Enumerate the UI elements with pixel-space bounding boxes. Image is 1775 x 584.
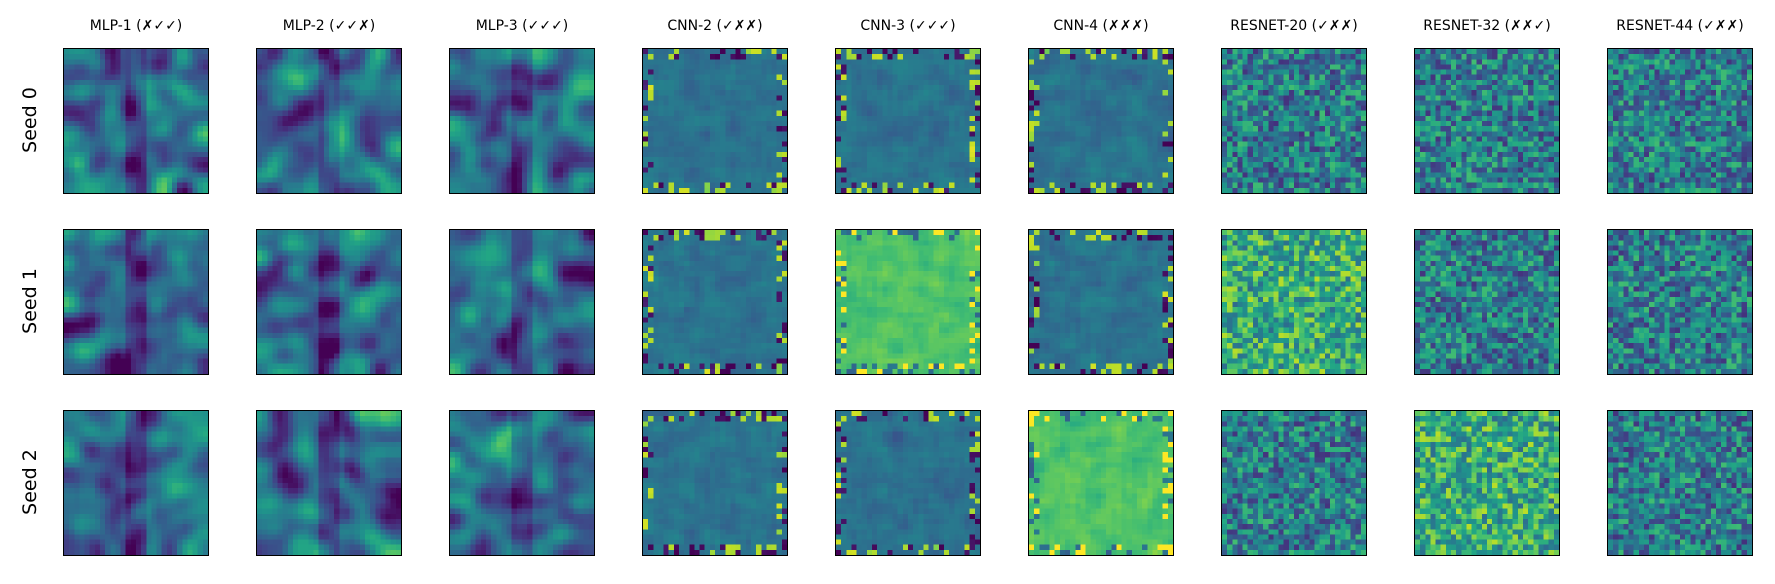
column-title: RESNET-32 (✗✗✓) [1423, 18, 1551, 34]
heatmap-image [64, 230, 208, 374]
heatmap-panel [1414, 410, 1560, 556]
heatmap-panel [1414, 48, 1560, 194]
heatmap-image [1222, 411, 1366, 555]
row-label: Seed 2 [19, 449, 41, 515]
heatmap-panel [63, 48, 209, 194]
heatmap-image [643, 230, 787, 374]
heatmap-panel [835, 410, 981, 556]
heatmap-panel [642, 48, 788, 194]
heatmap-image [836, 411, 980, 555]
heatmap-panel [449, 229, 595, 375]
heatmap-panel [1221, 410, 1367, 556]
heatmap-panel [256, 410, 402, 556]
heatmap-image [836, 49, 980, 193]
heatmap-panel [642, 229, 788, 375]
column-title: CNN-3 (✓✓✓) [860, 18, 956, 34]
heatmap-panel [63, 229, 209, 375]
heatmap-image [257, 49, 401, 193]
heatmap-panel [835, 229, 981, 375]
column-title: CNN-2 (✓✗✗) [667, 18, 763, 34]
column-title: MLP-3 (✓✓✓) [475, 18, 569, 34]
heatmap-panel [256, 48, 402, 194]
column-title: MLP-2 (✓✓✗) [282, 18, 376, 34]
column-title: MLP-1 (✗✓✓) [89, 18, 183, 34]
heatmap-image [643, 49, 787, 193]
heatmap-image [1415, 411, 1559, 555]
heatmap-panel [1221, 48, 1367, 194]
column-title: CNN-4 (✗✗✗) [1053, 18, 1149, 34]
heatmap-image [1222, 230, 1366, 374]
heatmap-image [1222, 49, 1366, 193]
heatmap-panel [1028, 48, 1174, 194]
heatmap-image [643, 411, 787, 555]
heatmap-image [1029, 49, 1173, 193]
heatmap-image [64, 411, 208, 555]
heatmap-panel [1607, 410, 1753, 556]
heatmap-image [257, 230, 401, 374]
heatmap-panel [256, 229, 402, 375]
heatmap-panel [1028, 410, 1174, 556]
heatmap-panel [1414, 229, 1560, 375]
heatmap-image [1608, 230, 1752, 374]
heatmap-image [1415, 49, 1559, 193]
heatmap-image [450, 230, 594, 374]
heatmap-image [1029, 411, 1173, 555]
heatmap-panel [1221, 229, 1367, 375]
heatmap-image [836, 230, 980, 374]
heatmap-image [1415, 230, 1559, 374]
heatmap-panel [63, 410, 209, 556]
heatmap-panel [1607, 229, 1753, 375]
heatmap-image [450, 49, 594, 193]
heatmap-image [1029, 230, 1173, 374]
row-label: Seed 1 [19, 268, 41, 334]
heatmap-image [257, 411, 401, 555]
heatmap-image [450, 411, 594, 555]
column-title: RESNET-20 (✓✗✗) [1230, 18, 1358, 34]
heatmap-image [1608, 411, 1752, 555]
heatmap-panel [1028, 229, 1174, 375]
heatmap-panel [449, 48, 595, 194]
heatmap-image [1608, 49, 1752, 193]
heatmap-panel [642, 410, 788, 556]
row-label: Seed 0 [19, 87, 41, 153]
heatmap-image [64, 49, 208, 193]
heatmap-panel [835, 48, 981, 194]
column-title: RESNET-44 (✓✗✗) [1616, 18, 1744, 34]
heatmap-panel [1607, 48, 1753, 194]
heatmap-panel [449, 410, 595, 556]
